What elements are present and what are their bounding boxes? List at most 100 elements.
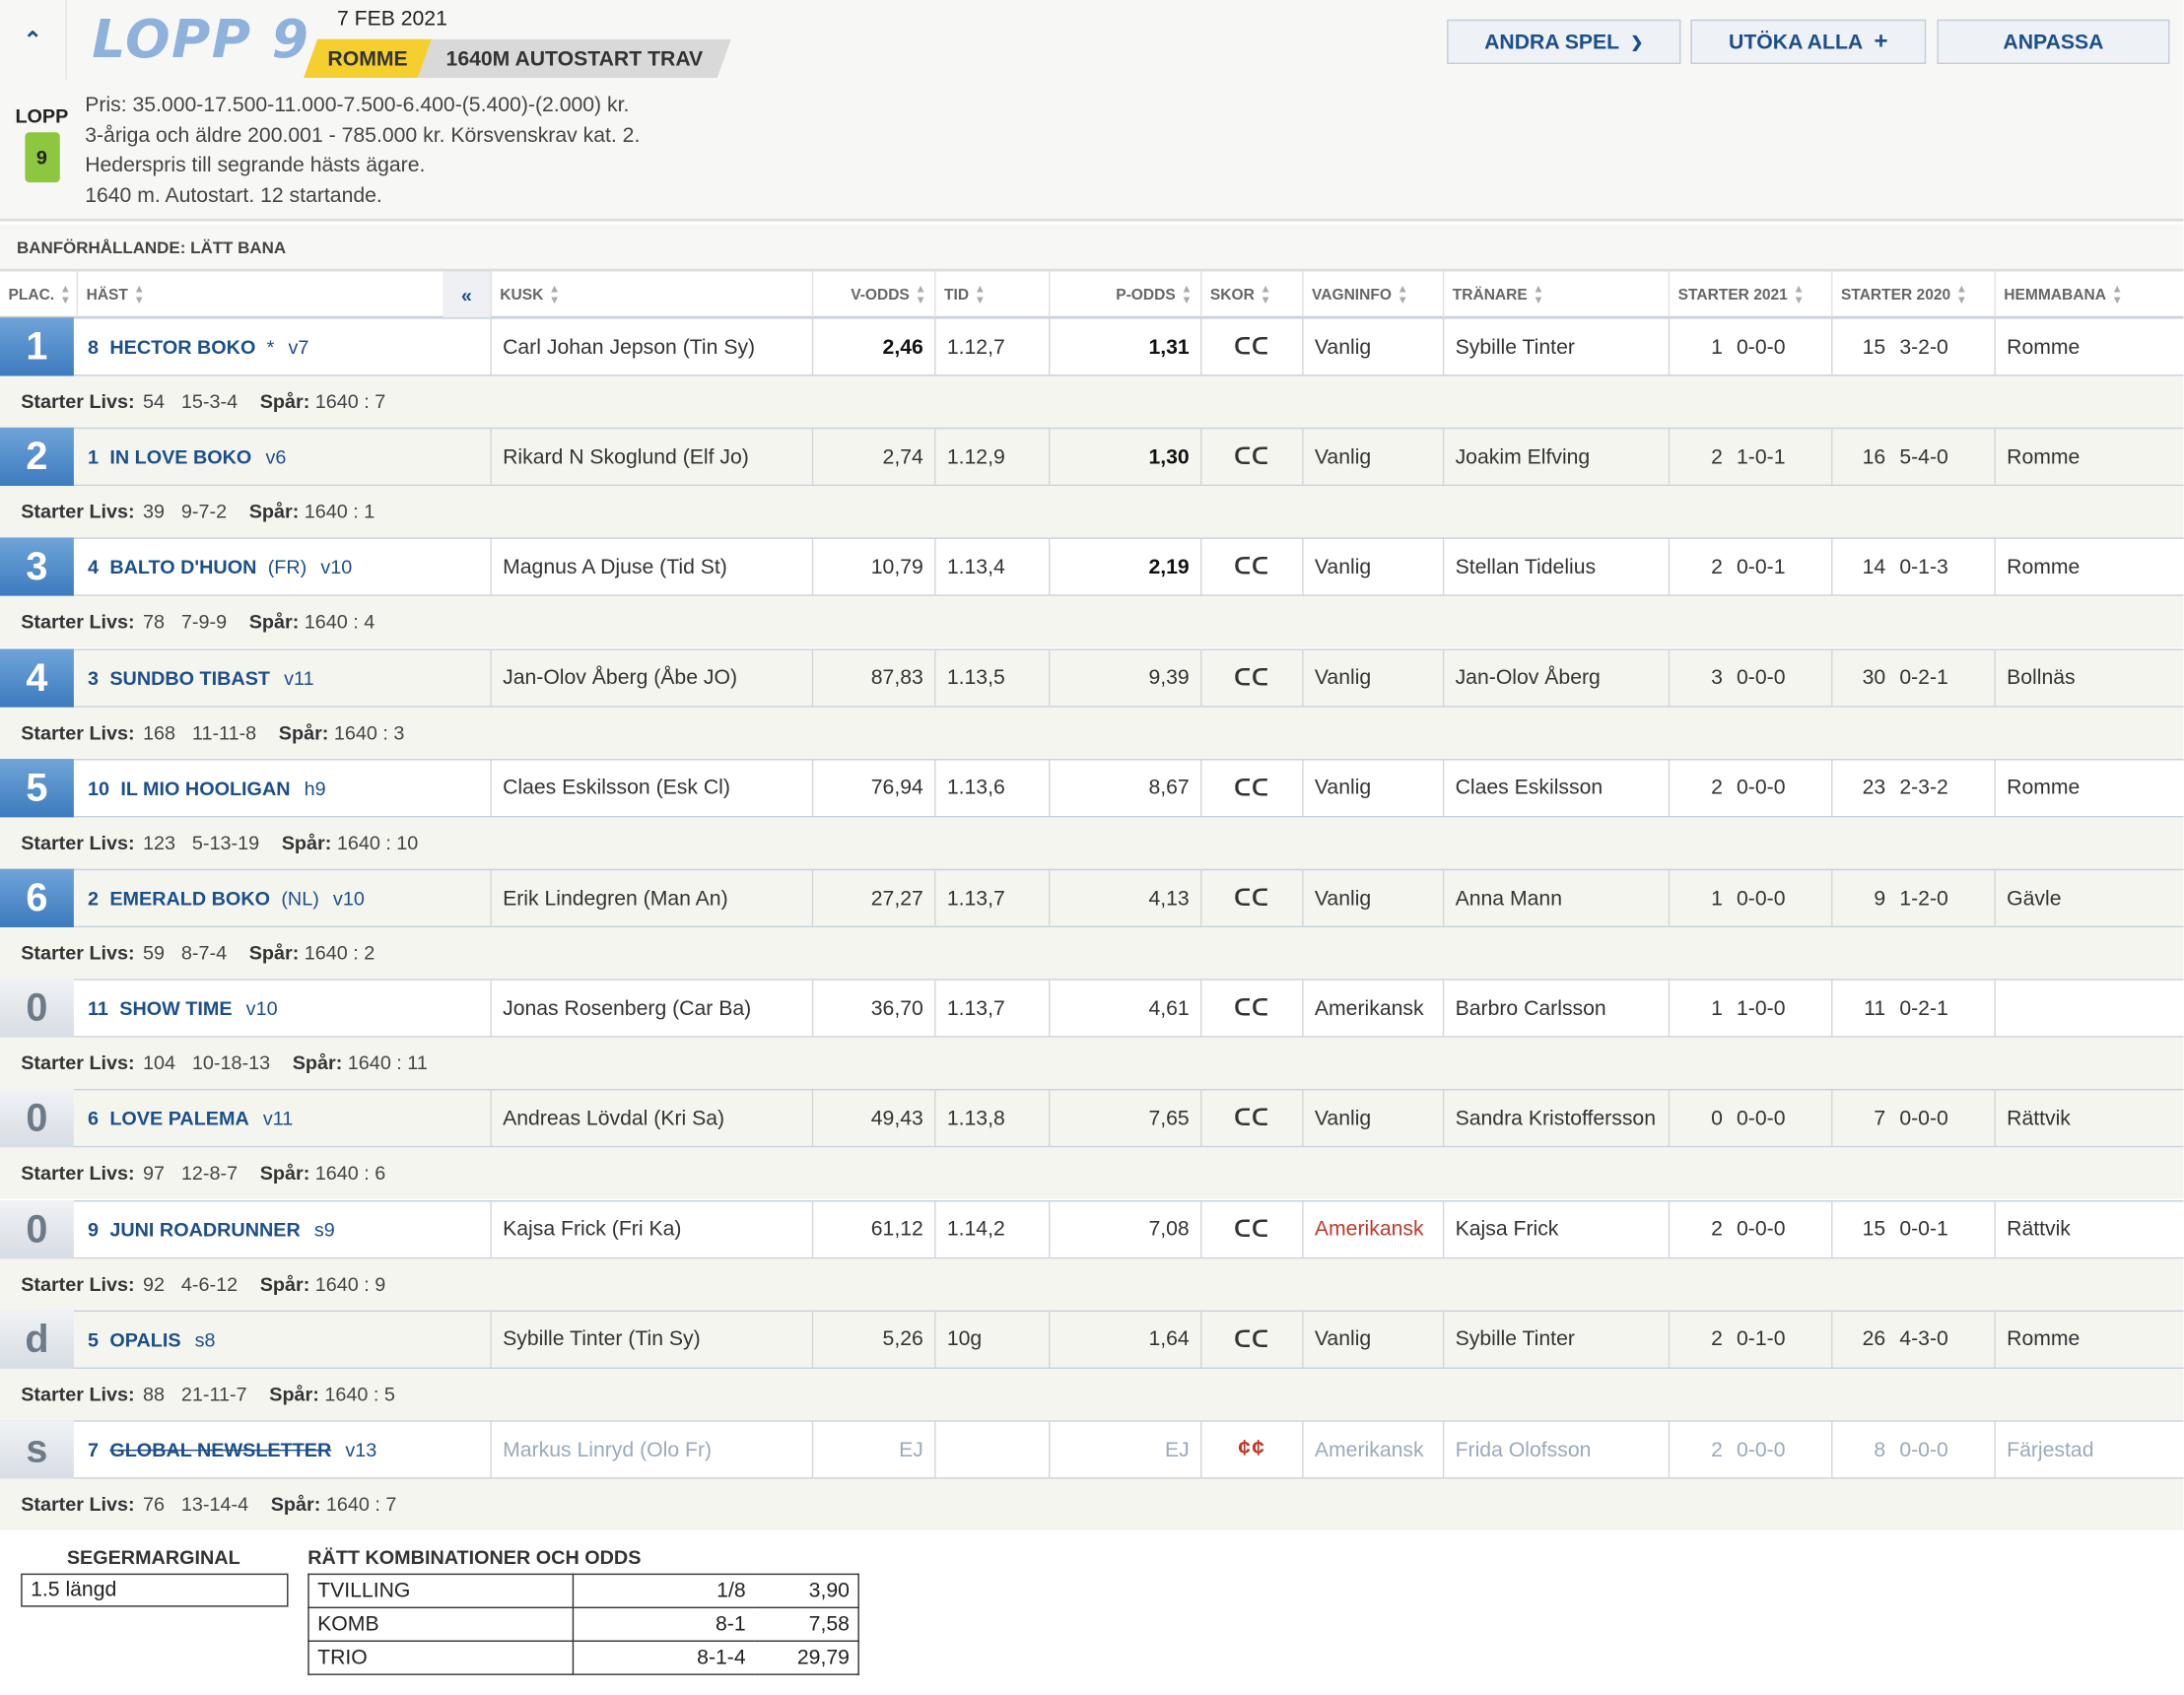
starter-livs-label: Starter Livs: — [21, 1271, 135, 1295]
horse-row[interactable]: 1 8 HECTOR BOKO * v7 Carl Johan Jepson (Tin S… — [0, 317, 2184, 376]
horse-name[interactable]: SUNDBO TIBAST — [109, 666, 271, 689]
other-games-button[interactable]: ANDRA SPEL ❯ — [1447, 19, 1681, 64]
horse-cell[interactable]: 1 IN LOVE BOKO v6 — [74, 429, 492, 485]
start-number: 2 — [88, 887, 100, 910]
starts-2020-cell: 15 0-0-1 — [1833, 1200, 1996, 1257]
collapse-columns-button[interactable]: « — [443, 271, 492, 318]
trainer-cell-value: Frida Olofsson — [1455, 1437, 1592, 1461]
horse-row[interactable]: 3 4 BALTO D'HUON (FR) v10 Magnus A Djuse (Tid… — [0, 537, 2184, 597]
sort-icon: ▲ ▼ — [2111, 282, 2123, 306]
horse-name[interactable]: LOVE PALEMA — [109, 1107, 249, 1130]
col-tid[interactable]: TID ▲ ▼ — [936, 271, 1051, 318]
home-track-value: Bollnäs — [2007, 665, 2076, 690]
horse-name[interactable]: SHOW TIME — [119, 996, 233, 1020]
horse-name[interactable]: GLOBAL NEWSLETTER — [109, 1438, 332, 1461]
col-vodds[interactable]: V-ODDS ▲ ▼ — [813, 271, 936, 318]
horse-name[interactable]: IL MIO HOOLIGAN — [120, 777, 291, 799]
vodds-cell: 87,83 — [813, 649, 936, 706]
starts-2021-cell: 2 0-0-1 — [1670, 539, 1833, 595]
horse-cell[interactable]: 3 SUNDBO TIBAST v11 — [74, 649, 492, 706]
lifetime-starts: 123 — [142, 831, 175, 853]
horse-cell[interactable]: 6 LOVE PALEMA v11 — [74, 1090, 492, 1147]
horse-name[interactable]: BALTO D'HUON — [109, 556, 257, 578]
horse-cell[interactable]: 2 EMERALD BOKO (NL) v10 — [74, 870, 492, 926]
starter-livs-label: Starter Livs: — [21, 1382, 135, 1405]
horse-row[interactable]: 0 11 SHOW TIME v10 Jonas Rosenberg (Car Ba) 3… — [0, 979, 2184, 1038]
vodds-cell-value: 36,70 — [870, 996, 923, 1021]
col-kusk[interactable]: KUSK ▲ ▼ — [492, 271, 814, 318]
starts-2020-record: 5-4-0 — [1899, 444, 1948, 469]
cart-cell: Vanlig — [1304, 649, 1445, 706]
horse-name[interactable]: JUNI ROADRUNNER — [109, 1217, 301, 1241]
horse-row[interactable]: d 5 OPALIS s8 Sybille Tinter (Tin Sy) 5,26 10g… — [0, 1310, 2184, 1369]
horse-row[interactable]: s 7 GLOBAL NEWSLETTER v13 Markus Linryd (Olo… — [0, 1420, 2184, 1479]
col-hemma[interactable]: HEMMABANA ▲ ▼ — [1996, 272, 2184, 318]
combo-type: TVILLING — [307, 1573, 575, 1609]
horse-cell[interactable]: 5 OPALIS s8 — [74, 1311, 492, 1368]
shoe-icon: ᑕᑕ — [1234, 996, 1270, 1021]
col-s2020[interactable]: STARTER 2020 ▲ ▼ — [1833, 271, 1996, 318]
horse-detail-row: Starter Livs: 76 13-14-4 Spår: 1640 : 7 — [0, 1478, 2184, 1530]
starts-2021-record: 0-0-1 — [1737, 555, 1786, 579]
placement-badge: 4 — [0, 647, 74, 708]
expand-all-button[interactable]: UTÖKA ALLA + — [1690, 19, 1927, 64]
col-skor[interactable]: SKOR ▲ ▼ — [1201, 271, 1304, 318]
horse-row[interactable]: 4 3 SUNDBO TIBAST v11 Jan-Olov Åberg (Åbe JO… — [0, 647, 2184, 708]
col-vagn[interactable]: VAGNINFO ▲ ▼ — [1304, 271, 1445, 318]
home-track-cell: Rättvik — [1996, 1201, 2184, 1257]
cart-cell: Vanlig — [1304, 870, 1445, 926]
cart-cell-value: Vanlig — [1314, 1327, 1372, 1352]
customize-button[interactable]: ANPASSA — [1937, 19, 2170, 64]
starts-2020-count: 9 — [1874, 886, 1886, 911]
podds-cell: 9,39 — [1050, 649, 1202, 706]
podds-cell: 1,64 — [1050, 1311, 1202, 1368]
horse-cell[interactable]: 9 JUNI ROADRUNNER s9 — [74, 1200, 492, 1257]
horse-detail-row: Starter Livs: 97 12-8-7 Spår: 1640 : 6 — [0, 1147, 2184, 1200]
horse-name[interactable]: HECTOR BOKO — [109, 335, 256, 359]
horse-cell[interactable]: 7 GLOBAL NEWSLETTER v13 — [74, 1421, 492, 1478]
horse-detail-row: Starter Livs: 59 8-7-4 Spår: 1640 : 2 — [0, 927, 2184, 980]
collapse-chevron-icon[interactable]: ⌃ — [0, 0, 67, 80]
col-podds[interactable]: P-ODDS ▲ ▼ — [1050, 271, 1202, 318]
start-number: 3 — [88, 666, 100, 689]
sort-icon: ▲ ▼ — [133, 282, 145, 306]
horse-row[interactable]: 6 2 EMERALD BOKO (NL) v10 Erik Lindegren (Man… — [0, 868, 2184, 928]
post-position: 1640 : 10 — [336, 831, 419, 853]
race-badge-number: 9 — [24, 132, 60, 183]
col-s2021[interactable]: STARTER 2021 ▲ ▼ — [1670, 271, 1833, 318]
starts-2021-record: 0-0-0 — [1737, 886, 1786, 911]
post-position: 1640 : 7 — [314, 389, 386, 413]
horse-row[interactable]: 2 1 IN LOVE BOKO v6 Rikard N Skoglund (Elf J… — [0, 428, 2184, 487]
podds-cell-value: 1,30 — [1148, 444, 1190, 469]
horse-cell[interactable]: 11 SHOW TIME v10 — [74, 981, 492, 1037]
horse-name[interactable]: IN LOVE BOKO — [109, 445, 252, 469]
podds-cell: 8,67 — [1050, 760, 1202, 816]
col-tid-label: TID — [944, 286, 970, 304]
vodds-cell-value: 49,43 — [870, 1107, 923, 1131]
shoes-cell: ᑕᑕ — [1201, 760, 1304, 816]
col-tranare[interactable]: TRÄNARE ▲ ▼ — [1444, 271, 1671, 318]
results-table-header: PLAC. ▲ ▼ HÄST ▲ ▼ « KUSK ▲ ▼ V-ODDS ▲ ▼ TID ▲ ▼ P… — [0, 271, 2184, 318]
home-track-cell: Bollnäs — [1996, 649, 2184, 706]
horse-row[interactable]: 0 6 LOVE PALEMA v11 Andreas Lövdal (Kri Sa) 4… — [0, 1089, 2184, 1148]
shoe-icon: ᑕᑕ — [1234, 556, 1270, 580]
post-position: 1640 : 11 — [347, 1051, 428, 1074]
col-hast[interactable]: HÄST ▲ ▼ — [78, 272, 443, 318]
sort-icon: ▲ ▼ — [974, 282, 986, 306]
lifetime-starts: 168 — [142, 720, 175, 743]
time-cell-value: 1.13,6 — [946, 776, 1005, 800]
horse-cell[interactable]: 10 IL MIO HOOLIGAN h9 — [74, 760, 492, 816]
starts-2020-record: 3-2-0 — [1899, 334, 1948, 359]
shoe-icon: ᑕᑕ — [1234, 666, 1270, 691]
horse-cell[interactable]: 4 BALTO D'HUON (FR) v10 — [74, 539, 492, 595]
horse-name[interactable]: OPALIS — [109, 1327, 181, 1351]
col-plac[interactable]: PLAC. ▲ ▼ — [0, 271, 79, 318]
horse-name[interactable]: EMERALD BOKO — [109, 887, 271, 910]
vodds-cell-value: 76,94 — [870, 776, 923, 800]
starts-2020-cell: 14 0-1-3 — [1833, 539, 1996, 595]
horse-row[interactable]: 5 10 IL MIO HOOLIGAN h9 Claes Eskilsson (Esk… — [0, 758, 2184, 818]
horse-row[interactable]: 0 9 JUNI ROADRUNNER s9 Kajsa Frick (Fri Ka) 6… — [0, 1199, 2184, 1258]
lifetime-starts: 78 — [142, 610, 165, 634]
horse-cell[interactable]: 8 HECTOR BOKO * v7 — [74, 318, 492, 375]
